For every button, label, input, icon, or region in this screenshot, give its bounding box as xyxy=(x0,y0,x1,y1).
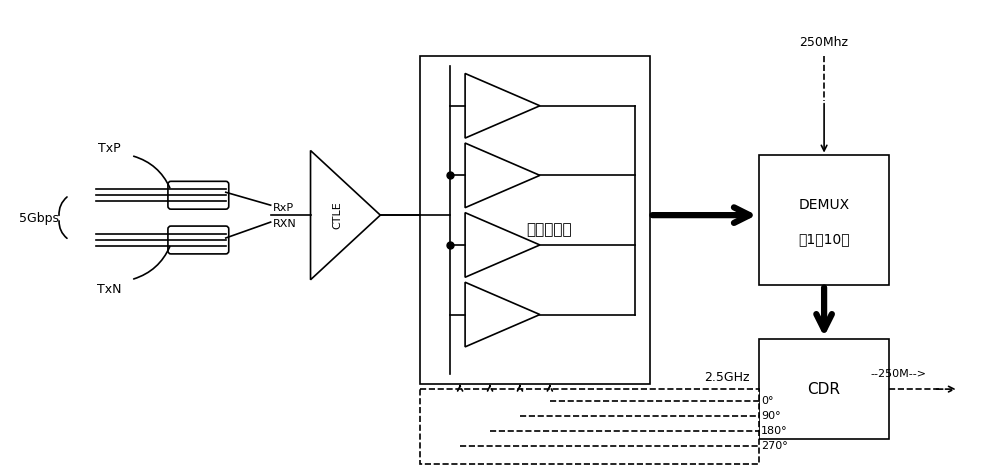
Text: TxN: TxN xyxy=(97,283,121,296)
Text: 90°: 90° xyxy=(761,411,781,421)
Text: RxP: RxP xyxy=(273,203,294,213)
Text: CDR: CDR xyxy=(808,381,841,397)
Text: （1：10）: （1：10） xyxy=(798,232,850,247)
Text: RXN: RXN xyxy=(273,219,296,229)
Text: 0°: 0° xyxy=(761,396,774,406)
Text: 270°: 270° xyxy=(761,441,788,451)
FancyBboxPatch shape xyxy=(168,226,229,254)
Bar xyxy=(759,340,889,439)
Text: DEMUX: DEMUX xyxy=(799,198,850,211)
Text: 5Gbps: 5Gbps xyxy=(19,212,59,225)
FancyBboxPatch shape xyxy=(168,181,229,209)
Text: 250Mhz: 250Mhz xyxy=(800,36,849,49)
Text: TxP: TxP xyxy=(98,142,120,155)
Bar xyxy=(420,56,650,384)
Text: CTLE: CTLE xyxy=(332,201,342,229)
Text: 四相比较器: 四相比较器 xyxy=(526,223,571,238)
Text: 180°: 180° xyxy=(761,426,788,436)
Bar xyxy=(420,389,759,464)
Text: 2.5GHz: 2.5GHz xyxy=(704,371,749,384)
Bar xyxy=(759,155,889,285)
Text: --250M-->: --250M--> xyxy=(871,369,927,379)
